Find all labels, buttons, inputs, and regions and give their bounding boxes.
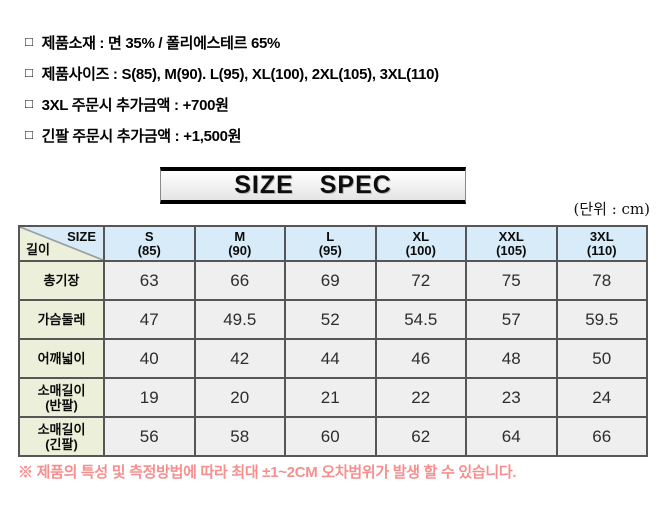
cell-value: 66 <box>555 416 648 457</box>
column-header-l: L (95) <box>284 225 377 262</box>
checkbox-icon: □ <box>25 65 33 80</box>
cell-value: 19 <box>103 377 196 418</box>
row-label: 어깨넓이 <box>18 338 105 379</box>
cell-value: 21 <box>284 377 377 418</box>
cell-value: 49.5 <box>193 299 286 340</box>
cell-value: 22 <box>374 377 467 418</box>
cell-value: 75 <box>465 260 558 301</box>
surcharge-longsleeve-text: 긴팔 주문시 추가금액 : +1,500원 <box>41 128 242 145</box>
column-header-m: M (90) <box>193 225 286 262</box>
cell-value: 24 <box>555 377 648 418</box>
row-label: 소매길이 (반팔) <box>18 377 105 418</box>
cell-value: 66 <box>193 260 286 301</box>
size-spec-table: SIZE 길이 S (85) M (90) L (95) XL (100) XX… <box>18 225 648 457</box>
cell-value: 64 <box>465 416 558 457</box>
cell-value: 56 <box>103 416 196 457</box>
cell-value: 78 <box>555 260 648 301</box>
corner-length-label: 길이 <box>26 242 50 257</box>
column-header-xl: XL (100) <box>374 225 467 262</box>
cell-value: 52 <box>284 299 377 340</box>
size-name: XL <box>412 228 430 244</box>
size-name: S <box>144 228 154 244</box>
cell-value: 40 <box>103 338 196 379</box>
cell-value: 46 <box>374 338 467 379</box>
surcharge-longsleeve-line: □ 긴팔 주문시 추가금액 : +1,500원 <box>25 120 439 151</box>
size-sub: (100) <box>405 242 436 258</box>
checkbox-icon: □ <box>25 127 33 142</box>
size-sub: (110) <box>586 242 617 258</box>
product-size-text: 제품사이즈 : S(85), M(90). L(95), XL(100), 2X… <box>41 66 440 83</box>
size-name: XXL <box>498 228 524 244</box>
row-label: 가슴둘레 <box>18 299 105 340</box>
checkbox-icon: □ <box>25 34 33 49</box>
size-spec-title: SIZE SPEC <box>234 171 392 199</box>
size-name: L <box>326 228 335 244</box>
cell-value: 23 <box>465 377 558 418</box>
table-row-shoulder: 어깨넓이 40 42 44 46 48 50 <box>18 338 648 379</box>
row-label: 총기장 <box>18 260 105 301</box>
cell-value: 42 <box>193 338 286 379</box>
checkbox-icon: □ <box>25 96 33 111</box>
cell-value: 69 <box>284 260 377 301</box>
column-header-s: S (85) <box>103 225 196 262</box>
corner-cell: SIZE 길이 <box>18 225 105 262</box>
unit-note: (단위 : cm) <box>573 200 650 218</box>
cell-value: 72 <box>374 260 467 301</box>
cell-value: 60 <box>284 416 377 457</box>
size-sub: (105) <box>496 242 527 258</box>
cell-value: 59.5 <box>555 299 648 340</box>
size-spec-banner: SIZE SPEC <box>160 167 466 204</box>
product-material-line: □ 제품소재 : 면 35% / 폴리에스테르 65% <box>25 27 439 58</box>
row-label: 소매길이 (긴팔) <box>18 416 105 457</box>
table-row-chest: 가슴둘레 47 49.5 52 54.5 57 59.5 <box>18 299 648 340</box>
column-header-3xl: 3XL (110) <box>555 225 648 262</box>
product-material-text: 제품소재 : 면 35% / 폴리에스테르 65% <box>41 35 281 52</box>
table-row-sleeve-short: 소매길이 (반팔) 19 20 21 22 23 24 <box>18 377 648 418</box>
column-header-xxl: XXL (105) <box>465 225 558 262</box>
cell-value: 48 <box>465 338 558 379</box>
size-name: M <box>234 228 246 244</box>
cell-value: 54.5 <box>374 299 467 340</box>
size-sub: (90) <box>228 242 252 258</box>
cell-value: 20 <box>193 377 286 418</box>
cell-value: 58 <box>193 416 286 457</box>
diagonal-split-icon <box>21 228 102 259</box>
table-row-total-length: 총기장 63 66 69 72 75 78 <box>18 260 648 301</box>
size-name: 3XL <box>589 228 614 244</box>
cell-value: 63 <box>103 260 196 301</box>
surcharge-3xl-line: □ 3XL 주문시 추가금액 : +700원 <box>25 89 439 120</box>
table-header-row: SIZE 길이 S (85) M (90) L (95) XL (100) XX… <box>18 225 648 262</box>
cell-value: 44 <box>284 338 377 379</box>
product-size-line: □ 제품사이즈 : S(85), M(90). L(95), XL(100), … <box>25 58 439 89</box>
cell-value: 57 <box>465 299 558 340</box>
corner-size-label: SIZE <box>67 229 96 244</box>
cell-value: 50 <box>555 338 648 379</box>
product-info-list: □ 제품소재 : 면 35% / 폴리에스테르 65% □ 제품사이즈 : S(… <box>25 27 439 151</box>
size-sub: (85) <box>137 242 161 258</box>
size-sub: (95) <box>318 242 342 258</box>
surcharge-3xl-text: 3XL 주문시 추가금액 : +700원 <box>41 97 229 114</box>
cell-value: 62 <box>374 416 467 457</box>
cell-value: 47 <box>103 299 196 340</box>
table-row-sleeve-long: 소매길이 (긴팔) 56 58 60 62 64 66 <box>18 416 648 457</box>
tolerance-footnote: ※ 제품의 특성 및 측정방법에 따라 최대 ±1~2CM 오차범위가 발생 할… <box>18 464 517 481</box>
